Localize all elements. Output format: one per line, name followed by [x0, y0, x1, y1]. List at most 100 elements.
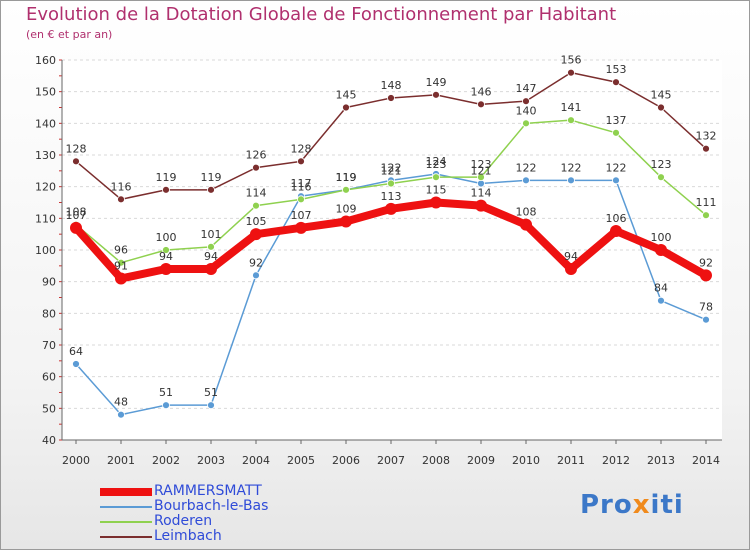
y-tick-label: 120	[35, 181, 56, 194]
data-label: 140	[516, 104, 537, 117]
y-tick-label: 160	[35, 54, 56, 67]
data-label: 78	[699, 301, 713, 314]
data-label: 123	[426, 158, 447, 171]
data-label: 114	[471, 187, 492, 200]
data-label: 123	[471, 158, 492, 171]
y-tick-label: 70	[42, 339, 56, 352]
y-tick-label: 150	[35, 86, 56, 99]
data-point	[252, 201, 260, 210]
data-point	[610, 225, 622, 237]
data-point	[567, 68, 575, 77]
data-label: 64	[69, 345, 83, 358]
x-tick-label: 2003	[197, 454, 225, 467]
legend-label: RAMMERSMATT	[154, 483, 262, 499]
data-point	[160, 263, 172, 275]
data-label: 84	[654, 282, 668, 295]
data-point	[657, 103, 665, 112]
data-label: 108	[516, 206, 537, 219]
data-point	[340, 215, 352, 228]
data-label: 48	[114, 396, 128, 409]
data-label: 100	[156, 231, 177, 244]
x-tick-label: 2009	[467, 454, 495, 467]
data-point	[207, 185, 215, 194]
data-label: 149	[426, 76, 447, 89]
data-point	[117, 258, 125, 267]
data-label: 114	[246, 187, 267, 200]
data-point	[477, 173, 485, 182]
data-point	[700, 269, 712, 282]
data-label: 141	[561, 101, 582, 114]
data-point	[432, 90, 440, 99]
data-point	[162, 246, 170, 254]
data-label: 107	[291, 209, 312, 222]
x-tick-label: 2004	[242, 454, 270, 467]
proxiti-logo: Proxiti	[580, 490, 684, 520]
data-point	[522, 97, 530, 106]
data-label: 115	[426, 184, 447, 197]
data-label: 117	[291, 177, 312, 190]
data-point	[520, 218, 532, 231]
chart-title: Evolution de la Dotation Globale de Fonc…	[26, 4, 617, 25]
data-point	[475, 199, 487, 212]
data-label: 119	[156, 171, 177, 184]
x-tick-label: 2014	[692, 454, 720, 467]
data-label: 105	[246, 215, 267, 228]
data-label: 96	[114, 244, 128, 257]
data-label: 122	[381, 161, 402, 174]
data-label: 145	[651, 89, 672, 102]
data-label: 132	[696, 130, 717, 143]
data-point	[295, 221, 307, 234]
data-point	[612, 176, 620, 185]
y-tick-label: 40	[42, 434, 56, 447]
data-label: 94	[204, 250, 218, 263]
x-tick-label: 2005	[287, 454, 315, 467]
y-tick-label: 90	[42, 276, 56, 289]
legend-label: Roderen	[154, 513, 213, 529]
data-label: 92	[249, 256, 263, 269]
data-label: 113	[381, 190, 402, 203]
data-label: 123	[651, 158, 672, 171]
y-tick-label: 50	[42, 402, 56, 415]
data-point	[297, 195, 305, 204]
data-point	[387, 94, 395, 102]
data-point	[162, 401, 170, 410]
data-point	[612, 78, 620, 87]
y-tick-label: 80	[42, 307, 56, 320]
data-point	[252, 163, 260, 172]
legend-label: Leimbach	[154, 528, 222, 544]
data-point	[385, 202, 397, 215]
legend-swatch	[100, 521, 152, 523]
data-point	[702, 211, 710, 220]
legend-swatch	[100, 488, 152, 496]
data-label: 126	[246, 149, 267, 162]
legend-swatch	[100, 506, 152, 508]
data-point	[162, 185, 170, 194]
data-point	[342, 185, 350, 194]
x-tick-label: 2007	[377, 454, 405, 467]
data-label: 51	[204, 386, 218, 399]
data-point	[70, 221, 82, 234]
data-label: 121	[381, 165, 402, 178]
data-label: 111	[696, 196, 717, 209]
data-label: 148	[381, 79, 402, 92]
data-label: 106	[606, 212, 627, 225]
chart-subtitle: (en € et par an)	[26, 28, 113, 41]
data-point	[430, 196, 442, 209]
data-label: 124	[426, 155, 447, 168]
data-label: 122	[606, 161, 627, 174]
data-label: 153	[606, 63, 627, 76]
data-label: 146	[471, 85, 492, 98]
data-label: 128	[291, 142, 312, 155]
data-label: 119	[336, 171, 357, 184]
data-point	[387, 179, 395, 188]
x-tick-label: 2001	[107, 454, 135, 467]
data-point	[657, 173, 665, 182]
data-label: 92	[699, 256, 713, 269]
data-label: 145	[336, 89, 357, 102]
x-tick-label: 2000	[62, 454, 90, 467]
data-label: 156	[561, 54, 582, 67]
data-point	[702, 144, 710, 153]
data-label: 94	[159, 250, 173, 263]
data-point	[207, 242, 215, 251]
